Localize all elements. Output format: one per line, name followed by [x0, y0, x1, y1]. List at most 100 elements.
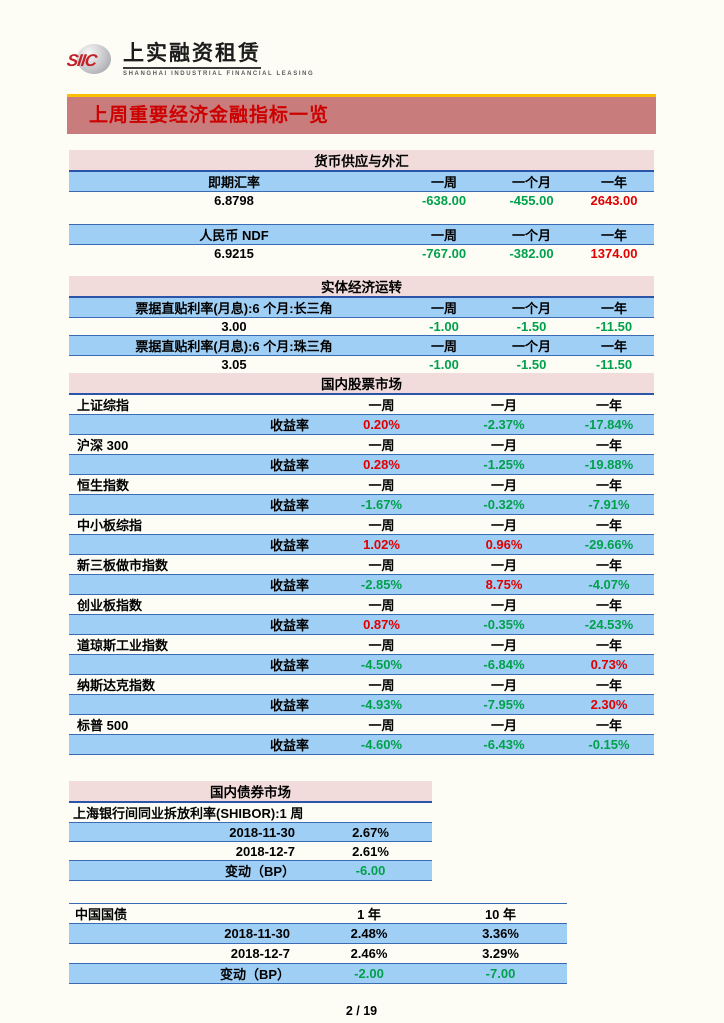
- shibor-label: 上海银行间同业拆放利率(SHIBOR):1 周: [73, 806, 304, 821]
- column-header: 一周: [399, 224, 489, 245]
- change-value: 2643.00: [590, 193, 638, 208]
- column-header: 一个月: [489, 335, 574, 356]
- table-row: 收益率 -1.67% -0.32% -7.91%: [69, 494, 654, 515]
- shibor-table: 国内债券市场 上海银行间同业拆放利率(SHIBOR):1 周 2018-11-3…: [69, 781, 432, 881]
- return-label: 收益率: [69, 614, 319, 635]
- column-header: 一月: [490, 558, 517, 573]
- table-row: 上证综指 一周 一月 一年: [69, 394, 654, 415]
- column-header: 一年: [595, 638, 622, 653]
- column-header: 一周: [368, 558, 395, 573]
- date-label: 2018-11-30: [69, 923, 304, 944]
- change-value: -2.00: [304, 963, 434, 984]
- column-header: 一周: [368, 638, 395, 653]
- rate-value: 2.67%: [309, 822, 432, 842]
- index-name: 道琼斯工业指数: [77, 638, 169, 653]
- return-value: -6.84%: [444, 654, 564, 675]
- section-title-stock-market: 国内股票市场: [69, 373, 654, 395]
- return-label: 收益率: [69, 574, 319, 595]
- rate-value: 2.61%: [352, 843, 389, 859]
- table-row: 新三板做市指数 一周 一月 一年: [69, 555, 654, 575]
- column-header: 一周: [399, 335, 489, 356]
- return-value: -0.15%: [564, 734, 654, 755]
- return-value: -4.60%: [319, 734, 444, 755]
- change-value: -1.00: [429, 357, 459, 372]
- indicator-value: 3.05: [221, 357, 247, 372]
- return-value: -2.85%: [319, 574, 444, 595]
- index-name: 恒生指数: [77, 478, 130, 493]
- rate-value: 3.29%: [482, 946, 519, 961]
- index-name: 创业板指数: [77, 598, 143, 613]
- table-row: 实体经济运转: [69, 276, 654, 298]
- change-label: 变动（BP）: [69, 963, 304, 984]
- index-name: 沪深 300: [77, 438, 129, 453]
- company-logo: SIIC 上实融资租赁 SHANGHAI INDUSTRIAL FINANCIA…: [65, 42, 656, 88]
- change-value: 1374.00: [590, 246, 638, 261]
- return-label: 收益率: [69, 414, 319, 435]
- return-value: -1.25%: [444, 454, 564, 475]
- return-label: 收益率: [69, 694, 319, 715]
- indicator-value: 6.8798: [214, 193, 254, 208]
- table-row: 即期汇率 一周 一个月 一年: [69, 170, 654, 192]
- column-header: 一年: [574, 335, 654, 356]
- index-name: 中小板综指: [77, 518, 143, 533]
- logo-mark-text: SIIC: [65, 51, 98, 70]
- table-row: 创业板指数 一周 一月 一年: [69, 595, 654, 615]
- return-value: -17.84%: [564, 414, 654, 435]
- table-row: 变动（BP） -6.00: [69, 860, 432, 881]
- change-value: -11.50: [595, 357, 633, 372]
- change-label: 变动（BP）: [69, 860, 309, 881]
- return-value: 8.75%: [444, 574, 564, 595]
- indicator-label: 票据直贴利率(月息):6 个月:长三角: [69, 296, 399, 318]
- return-value: -24.53%: [564, 614, 654, 635]
- indicator-label: 票据直贴利率(月息):6 个月:珠三角: [69, 335, 399, 356]
- page: SIIC 上实融资租赁 SHANGHAI INDUSTRIAL FINANCIA…: [65, 0, 656, 1018]
- column-header: 一月: [490, 598, 517, 613]
- siic-logo-icon: SIIC: [65, 42, 117, 78]
- column-header: 一年: [595, 558, 622, 573]
- change-value: -638.00: [421, 193, 467, 208]
- table-row: 6.8798 -638.00 -455.00 2643.00: [69, 192, 654, 210]
- indicator-value: 6.9215: [214, 246, 254, 261]
- change-value: -11.50: [595, 319, 633, 334]
- column-header: 一月: [490, 678, 517, 693]
- rate-value: 2.46%: [350, 946, 388, 961]
- return-value: -7.95%: [444, 694, 564, 715]
- column-header: 一月: [490, 718, 517, 733]
- table-row: 收益率 -2.85% 8.75% -4.07%: [69, 574, 654, 595]
- section-title-bond-market: 国内债券市场: [69, 781, 432, 803]
- money-fx-table: 货币供应与外汇 即期汇率 一周 一个月 一年 6.8798 -638.00 -4…: [69, 150, 654, 262]
- column-header: 一周: [399, 170, 489, 192]
- return-value: 1.02%: [319, 534, 444, 555]
- column-header: 一周: [368, 598, 395, 613]
- column-header: 一月: [490, 518, 517, 533]
- date-label: 2018-12-7: [230, 946, 290, 961]
- return-value: -4.07%: [564, 574, 654, 595]
- index-name: 纳斯达克指数: [77, 678, 156, 693]
- change-value: -6.00: [309, 860, 432, 881]
- column-header: 一年: [595, 518, 622, 533]
- table-row: 6.9215 -767.00 -382.00 1374.00: [69, 245, 654, 263]
- column-header: 一年: [595, 478, 622, 493]
- treasury-label: 中国国债: [69, 903, 304, 924]
- table-row: 3.00 -1.00 -1.50 -11.50: [69, 318, 654, 336]
- table-row: 变动（BP） -2.00 -7.00: [69, 963, 567, 984]
- page-number: 2 / 19: [345, 1004, 378, 1018]
- return-label: 收益率: [69, 734, 319, 755]
- column-header: 一周: [368, 718, 395, 733]
- column-header: 一周: [368, 518, 395, 533]
- column-header: 一年: [595, 438, 622, 453]
- table-row: 2018-11-30 2.48% 3.36%: [69, 923, 567, 944]
- table-row: 收益率 0.87% -0.35% -24.53%: [69, 614, 654, 635]
- column-header: 一年: [574, 170, 654, 192]
- stock-market-table: 国内股票市场 上证综指 一周 一月 一年 收益率 0.20% -2.37% -17.84% 沪深…: [69, 373, 654, 755]
- table-row: 沪深 300 一周 一月 一年: [69, 435, 654, 455]
- indicator-label: 人民币 NDF: [69, 224, 399, 245]
- return-value: -7.91%: [564, 494, 654, 515]
- column-header: 一年: [595, 398, 622, 413]
- column-header: 一年: [595, 678, 622, 693]
- spacer-row: [69, 209, 654, 225]
- table-row: 中国国债 1 年 10 年: [69, 903, 567, 924]
- column-header: 一个月: [489, 296, 574, 318]
- table-row: 票据直贴利率(月息):6 个月:长三角 一周 一个月 一年: [69, 296, 654, 318]
- table-row: 收益率 -4.50% -6.84% 0.73%: [69, 654, 654, 675]
